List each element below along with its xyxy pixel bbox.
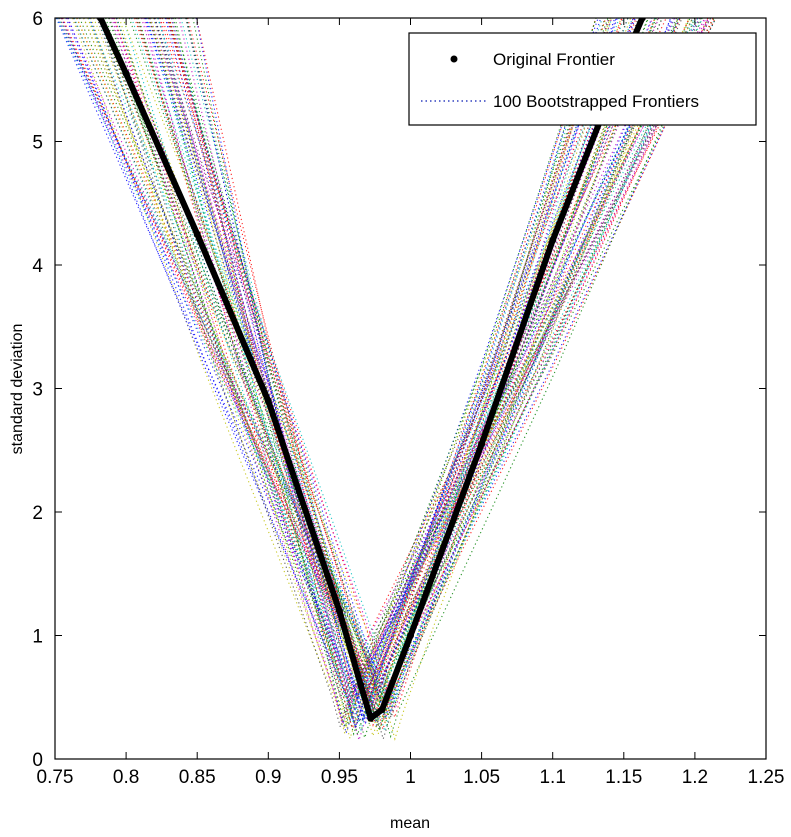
original-frontier-point: [193, 230, 201, 238]
bootstrap-frontier-line: [60, 18, 716, 722]
x-tick-label: 1.2: [682, 767, 708, 788]
bootstrap-frontier-line: [153, 18, 672, 725]
x-tick-label: 0.95: [321, 767, 358, 788]
y-tick-label: 5: [32, 133, 43, 154]
bootstrap-frontier-line: [93, 18, 613, 709]
original-frontier-point: [478, 440, 486, 448]
bootstrap-frontier-line: [161, 18, 624, 720]
bootstrap-frontier-line: [157, 18, 603, 732]
bootstrap-frontier-line: [105, 18, 715, 699]
bootstrap-frontier-line: [59, 18, 678, 720]
original-frontier-point: [335, 607, 343, 615]
x-tick-label: 0.9: [255, 767, 281, 788]
bootstrap-frontier-line: [122, 18, 679, 710]
y-tick-label: 6: [32, 9, 43, 30]
x-tick-label: 1: [405, 767, 416, 788]
original-frontier-point: [638, 18, 646, 22]
bootstrap-frontier-line: [113, 18, 642, 741]
legend-box: [408, 32, 757, 126]
original-frontier-point: [357, 681, 365, 689]
bootstrap-frontier-line: [55, 18, 635, 722]
bootstrap-frontier-line: [67, 18, 618, 730]
original-frontier-point: [549, 236, 557, 244]
bootstrap-frontier-line: [90, 18, 691, 741]
legend-label-bootstrap: 100 Bootstrapped Frontiers: [493, 92, 699, 111]
bootstrap-frontiers: [55, 18, 717, 743]
bootstrap-frontier-line: [171, 18, 617, 722]
x-tick-label: 1.1: [539, 767, 565, 788]
x-tick-label: 0.8: [113, 767, 139, 788]
x-tick-label: 1.25: [748, 767, 785, 788]
bootstrap-frontier-line: [165, 18, 653, 694]
bootstrap-frontier-line: [100, 18, 597, 718]
legend-marker-original: [450, 55, 458, 63]
bootstrap-frontier-line: [168, 18, 629, 698]
y-tick-label: 2: [32, 503, 43, 524]
original-frontier-point: [97, 18, 105, 22]
bootstrap-frontier-line: [137, 18, 663, 737]
bootstrap-frontier-line: [118, 18, 694, 731]
bootstrap-frontier-line: [134, 18, 607, 712]
bootstrap-frontier-line: [98, 18, 643, 730]
bootstrap-frontier-line: [71, 18, 611, 736]
x-tick-label: 0.75: [37, 767, 74, 788]
x-tick-label: 1.05: [463, 767, 500, 788]
bootstrap-frontier-line: [56, 18, 613, 723]
y-tick-label: 0: [32, 750, 43, 771]
plot-area: [54, 17, 767, 760]
y-axis-label: standard deviation: [9, 324, 26, 455]
x-axis-label: mean: [390, 815, 430, 832]
original-frontier-point: [407, 632, 414, 639]
bootstrap-frontier-line: [144, 18, 717, 728]
legend-label-original: Original Frontier: [493, 50, 615, 69]
y-axis-ticks: 0 1 2 3 4 5 6: [32, 9, 766, 771]
original-frontier-point: [367, 714, 375, 722]
original-frontier-point: [378, 706, 386, 714]
bootstrap-frontier-line: [157, 18, 697, 704]
original-frontier-point: [122, 70, 130, 78]
y-tick-label: 3: [32, 380, 43, 401]
axes-box: [54, 17, 767, 760]
y-tick-label: 4: [32, 256, 43, 277]
x-axis-ticks: 0.75 0.8 0.85 0.9 0.95 1 1.05 1.1 1.15 1.2 1.25: [37, 18, 785, 788]
x-tick-label: 0.85: [179, 767, 216, 788]
original-frontier-point: [264, 397, 272, 405]
bootstrap-frontier-line: [171, 18, 675, 708]
bootstrap-frontier-line: [57, 18, 663, 708]
bootstrap-frontier-line: [112, 18, 654, 697]
bootstrap-frontier-line: [76, 18, 607, 730]
bootstrap-frontier-line: [149, 18, 597, 736]
bootstrap-frontier-line: [195, 18, 645, 735]
bootstrap-frontier-line: [148, 18, 606, 715]
x-tick-label: 1.15: [605, 767, 642, 788]
bootstrap-frontier-line: [72, 18, 656, 741]
bootstrap-frontier-line: [87, 18, 690, 719]
bootstrap-frontier-line: [195, 18, 656, 704]
bootstrap-frontier-line: [141, 18, 644, 743]
bootstrap-frontier-line: [128, 18, 710, 739]
bootstrap-frontier-line: [100, 18, 679, 721]
bootstrap-frontier-line: [111, 18, 710, 723]
y-tick-label: 1: [32, 627, 43, 648]
legend: Original Frontier 100 Bootstrapped Front…: [408, 32, 757, 126]
